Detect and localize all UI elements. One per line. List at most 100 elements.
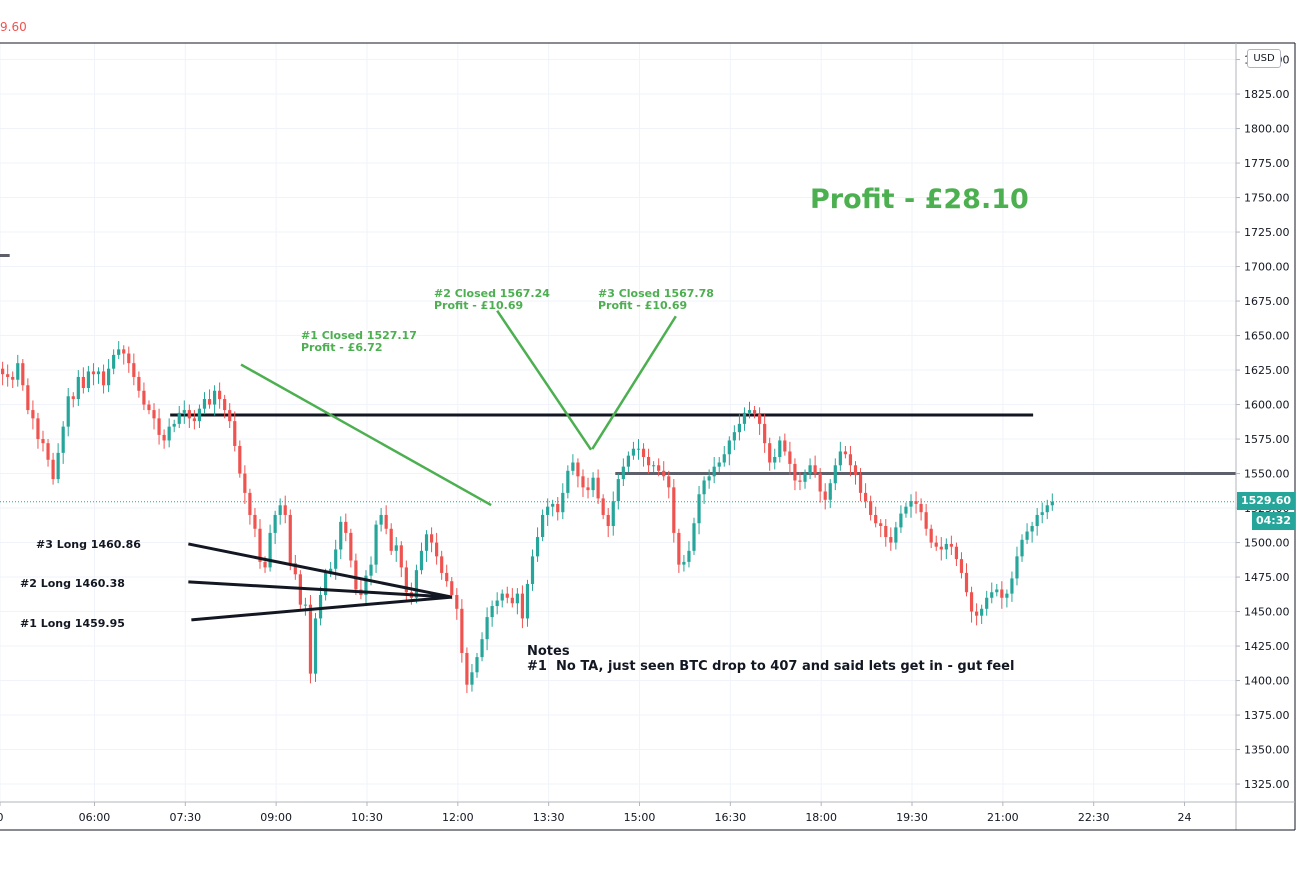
candle-body-81 — [404, 567, 408, 593]
candle-body-1 — [1, 368, 5, 375]
x-tick-label-1: 06:00 — [79, 811, 111, 824]
candle-body-59 — [293, 563, 297, 575]
candle-body-93 — [465, 652, 469, 685]
candle-body-18 — [86, 371, 91, 388]
candle-body-138 — [692, 523, 696, 551]
candle-body-87 — [435, 542, 439, 557]
candle-body-68 — [339, 521, 343, 550]
y-tick-label-14: 1500.00 — [1244, 537, 1290, 550]
candle-body-108 — [541, 514, 545, 538]
candle-body-5 — [21, 363, 25, 386]
close-pointer-line-1 — [496, 310, 593, 451]
candle-body-23 — [112, 354, 116, 369]
current-price-tag: 1529.60 — [1237, 492, 1295, 510]
candle-body-201 — [1010, 578, 1014, 594]
close-note-3-profit: Profit - £10.69 — [598, 299, 688, 312]
candle-body-20 — [96, 371, 101, 375]
candle-body-165 — [828, 483, 832, 500]
candle-body-175 — [879, 523, 883, 526]
candle-body-187 — [939, 546, 943, 550]
close-pointer-line-0 — [240, 363, 492, 507]
candle-body-127 — [636, 448, 641, 450]
candle-body-129 — [646, 457, 651, 466]
currency-button[interactable]: USD — [1247, 49, 1281, 68]
candle-body-105 — [525, 583, 530, 619]
candle-body-194 — [975, 611, 979, 616]
candle-body-11 — [51, 459, 55, 480]
candle-body-184 — [924, 512, 928, 529]
candle-body-44 — [218, 390, 222, 400]
y-tick-label-21: 1325.00 — [1244, 778, 1290, 791]
candle-body-208 — [1045, 505, 1049, 513]
candle-body-114 — [571, 462, 575, 471]
x-tick-label-3: 09:00 — [260, 811, 292, 824]
candle-body-204 — [1025, 531, 1029, 540]
y-tick-label-18: 1400.00 — [1244, 675, 1290, 688]
candle-body-39 — [192, 418, 196, 422]
candle-body-52 — [258, 528, 262, 562]
notes-title: Notes — [527, 644, 570, 659]
candle-body-71 — [354, 560, 358, 590]
candle-body-146 — [732, 432, 736, 441]
entry-label-2: #2 Long 1460.38 — [20, 577, 125, 590]
candle-body-32 — [157, 418, 161, 435]
candle-body-33 — [162, 434, 166, 441]
candle-body-190 — [954, 546, 959, 560]
candle-body-115 — [576, 462, 580, 477]
y-tick-label-8: 1650.00 — [1244, 330, 1290, 343]
candle-body-124 — [621, 466, 625, 480]
candle-body-189 — [949, 543, 953, 547]
candle-body-181 — [909, 501, 913, 507]
candle-body-94 — [470, 672, 474, 685]
x-tick-label-6: 13:30 — [533, 811, 565, 824]
candle-body-86 — [429, 534, 434, 543]
y-tick-label-9: 1625.00 — [1244, 364, 1290, 377]
candle-body-142 — [712, 466, 716, 477]
candle-body-178 — [894, 527, 898, 543]
candle-body-6 — [26, 385, 30, 411]
candle-body-188 — [944, 543, 948, 550]
candle-body-69 — [344, 521, 348, 533]
candle-body-3 — [11, 376, 15, 380]
candle-body-131 — [657, 465, 661, 471]
close-note-1: #1 Closed 1527.17 Profit - £6.72 — [301, 330, 417, 354]
candle-body-61 — [303, 604, 308, 606]
candle-body-155 — [778, 440, 782, 457]
candle-body-104 — [520, 593, 525, 619]
candle-body-150 — [752, 410, 757, 415]
notes-block: Notes #1 No TA, just seen BTC drop to 407… — [527, 644, 1014, 674]
y-tick-label-5: 1725.00 — [1244, 226, 1290, 239]
candle-body-64 — [318, 595, 323, 619]
candle-body-119 — [596, 477, 600, 499]
candle-body-13 — [61, 426, 65, 453]
entry-line-0 — [188, 542, 453, 599]
candle-body-55 — [273, 514, 277, 533]
candle-body-28 — [137, 376, 141, 391]
candle-body-24 — [117, 349, 121, 355]
x-tick-label-13: 24 — [1178, 811, 1192, 824]
candle-body-125 — [626, 455, 630, 467]
candle-body-29 — [142, 390, 146, 405]
candle-body-112 — [561, 492, 565, 513]
candle-body-75 — [374, 524, 378, 565]
x-tick-label-4: 10:30 — [351, 811, 383, 824]
candle-body-172 — [863, 492, 868, 502]
candle-body-179 — [899, 513, 903, 528]
candle-body-149 — [747, 410, 752, 413]
candles — [1, 341, 1054, 693]
candle-body-63 — [313, 618, 318, 674]
candle-body-118 — [591, 477, 595, 491]
y-tick-label-16: 1450.00 — [1244, 606, 1290, 619]
candle-body-167 — [838, 451, 842, 466]
candle-body-107 — [535, 537, 540, 557]
close-note-2-profit: Profit - £10.69 — [434, 299, 524, 312]
candle-body-103 — [515, 593, 519, 604]
x-tick-label-2: 07:30 — [169, 811, 201, 824]
candle-body-4 — [16, 363, 20, 380]
axes: 1850.001825.001800.001775.001750.001725.… — [0, 42, 1296, 831]
candle-body-140 — [702, 480, 706, 495]
candle-body-73 — [364, 575, 368, 595]
candle-body-49 — [243, 473, 247, 493]
